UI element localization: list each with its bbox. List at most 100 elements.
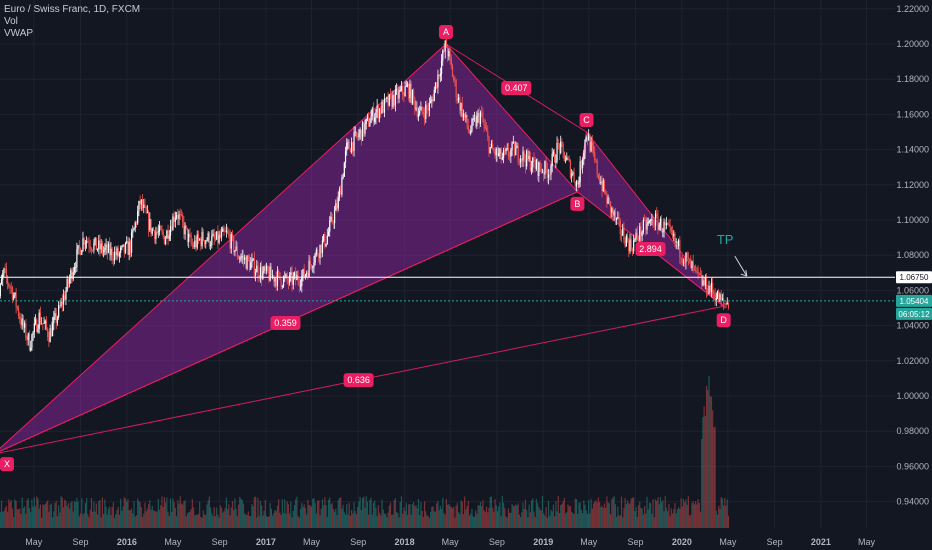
volume-bar	[326, 516, 328, 528]
candle-body	[189, 233, 191, 236]
candle-body	[184, 225, 186, 235]
candle-body	[510, 150, 512, 157]
candle-body	[586, 137, 589, 141]
volume-bar	[222, 512, 224, 528]
volume-bar	[175, 516, 178, 528]
candle-body	[568, 158, 570, 161]
volume-bar	[231, 501, 234, 528]
volume-bar	[171, 511, 173, 528]
candle-body	[139, 201, 141, 205]
volume-bar	[699, 511, 702, 528]
price-tick-label: 1.12000	[896, 180, 929, 190]
volume-bar	[152, 510, 155, 528]
candle-body	[663, 221, 665, 232]
candle-body	[468, 130, 471, 134]
price-tick-label: 1.20000	[896, 39, 929, 49]
candle-body	[272, 275, 274, 277]
candle-body	[31, 334, 33, 348]
candle-body	[599, 177, 601, 184]
candle-body	[581, 160, 584, 168]
candle-body	[214, 238, 217, 240]
time-axis[interactable]: May Sep 2016 May Sep 2017 May Sep 2018 May Sep 2019…	[25, 537, 875, 547]
symbol-title[interactable]: Euro / Swiss Franc, 1D, FXCM	[4, 4, 141, 15]
tp-arrow-head	[740, 269, 748, 277]
volume-indicator-label[interactable]: Vol	[4, 16, 18, 27]
volume-bar	[457, 512, 460, 528]
volume-bar	[476, 513, 478, 528]
volume-bar	[205, 514, 207, 528]
volume-bar	[645, 513, 647, 528]
volume-bar	[629, 503, 631, 528]
volume-bar	[189, 511, 191, 528]
volume-bar	[25, 513, 27, 528]
candle-body	[422, 112, 424, 115]
volume-bar	[444, 514, 446, 528]
candle-body	[2, 273, 4, 280]
volume-bar	[540, 510, 542, 528]
volume-bar	[557, 496, 559, 528]
volume-bar	[718, 505, 720, 528]
candle-body	[244, 257, 246, 260]
volume-bar	[161, 496, 163, 528]
volume-bar	[228, 504, 230, 528]
volume-bar	[366, 501, 369, 528]
candle-body	[714, 294, 716, 302]
candle-body	[612, 207, 614, 216]
candle-body	[224, 231, 226, 233]
candle-body	[360, 129, 362, 141]
candle-body	[691, 261, 693, 269]
candle-body	[535, 159, 537, 169]
volume-bar	[719, 508, 721, 528]
volume-bar	[177, 500, 179, 528]
volume-bar	[185, 516, 187, 528]
volume-bar	[330, 504, 332, 528]
candle-body	[67, 279, 69, 284]
volume-bar	[115, 513, 117, 528]
volume-bar	[323, 505, 325, 528]
candle-body	[669, 224, 671, 228]
volume-bar	[87, 514, 89, 528]
candle-body	[185, 225, 187, 229]
candle-body	[707, 293, 709, 294]
volume-bar	[67, 503, 69, 528]
volume-bar	[335, 508, 337, 528]
candle-body	[109, 243, 111, 256]
volume-bar	[488, 507, 490, 528]
volume-bar	[380, 515, 382, 528]
volume-bar	[714, 426, 716, 528]
candle-body	[605, 192, 607, 194]
volume-bar	[86, 497, 88, 528]
volume-bar	[641, 508, 643, 528]
volume-bar	[168, 515, 170, 528]
price-axis[interactable]: 1.22000 1.20000 1.18000 1.16000 1.14000 1.120…	[895, 0, 932, 550]
candle-body	[630, 239, 632, 250]
vwap-indicator-label[interactable]: VWAP	[4, 28, 34, 39]
volume-bar	[344, 514, 347, 528]
candle-body	[3, 268, 5, 274]
candle-body	[374, 117, 376, 123]
candle-body	[113, 251, 116, 261]
volume-bar	[128, 510, 130, 528]
candle-body	[408, 84, 410, 99]
candle-body	[636, 232, 638, 239]
volume-bar	[437, 500, 439, 528]
candle-body	[257, 265, 259, 278]
volume-bar	[505, 516, 507, 528]
volume-bar	[252, 506, 254, 528]
volume-bar	[143, 513, 145, 528]
candle-body	[662, 231, 664, 233]
candle-body	[160, 226, 162, 230]
candle-body	[152, 228, 155, 231]
candle-body	[110, 248, 112, 256]
candle-body	[326, 235, 328, 244]
candle-body	[527, 150, 529, 159]
volume-bar	[421, 510, 423, 528]
volume-bar	[388, 505, 390, 528]
candle-body	[123, 244, 125, 253]
candle-body	[177, 215, 179, 219]
volume-bar	[289, 513, 291, 528]
price-tag-bg	[896, 271, 932, 284]
candle-body	[44, 320, 46, 324]
volume-bar	[507, 508, 510, 528]
